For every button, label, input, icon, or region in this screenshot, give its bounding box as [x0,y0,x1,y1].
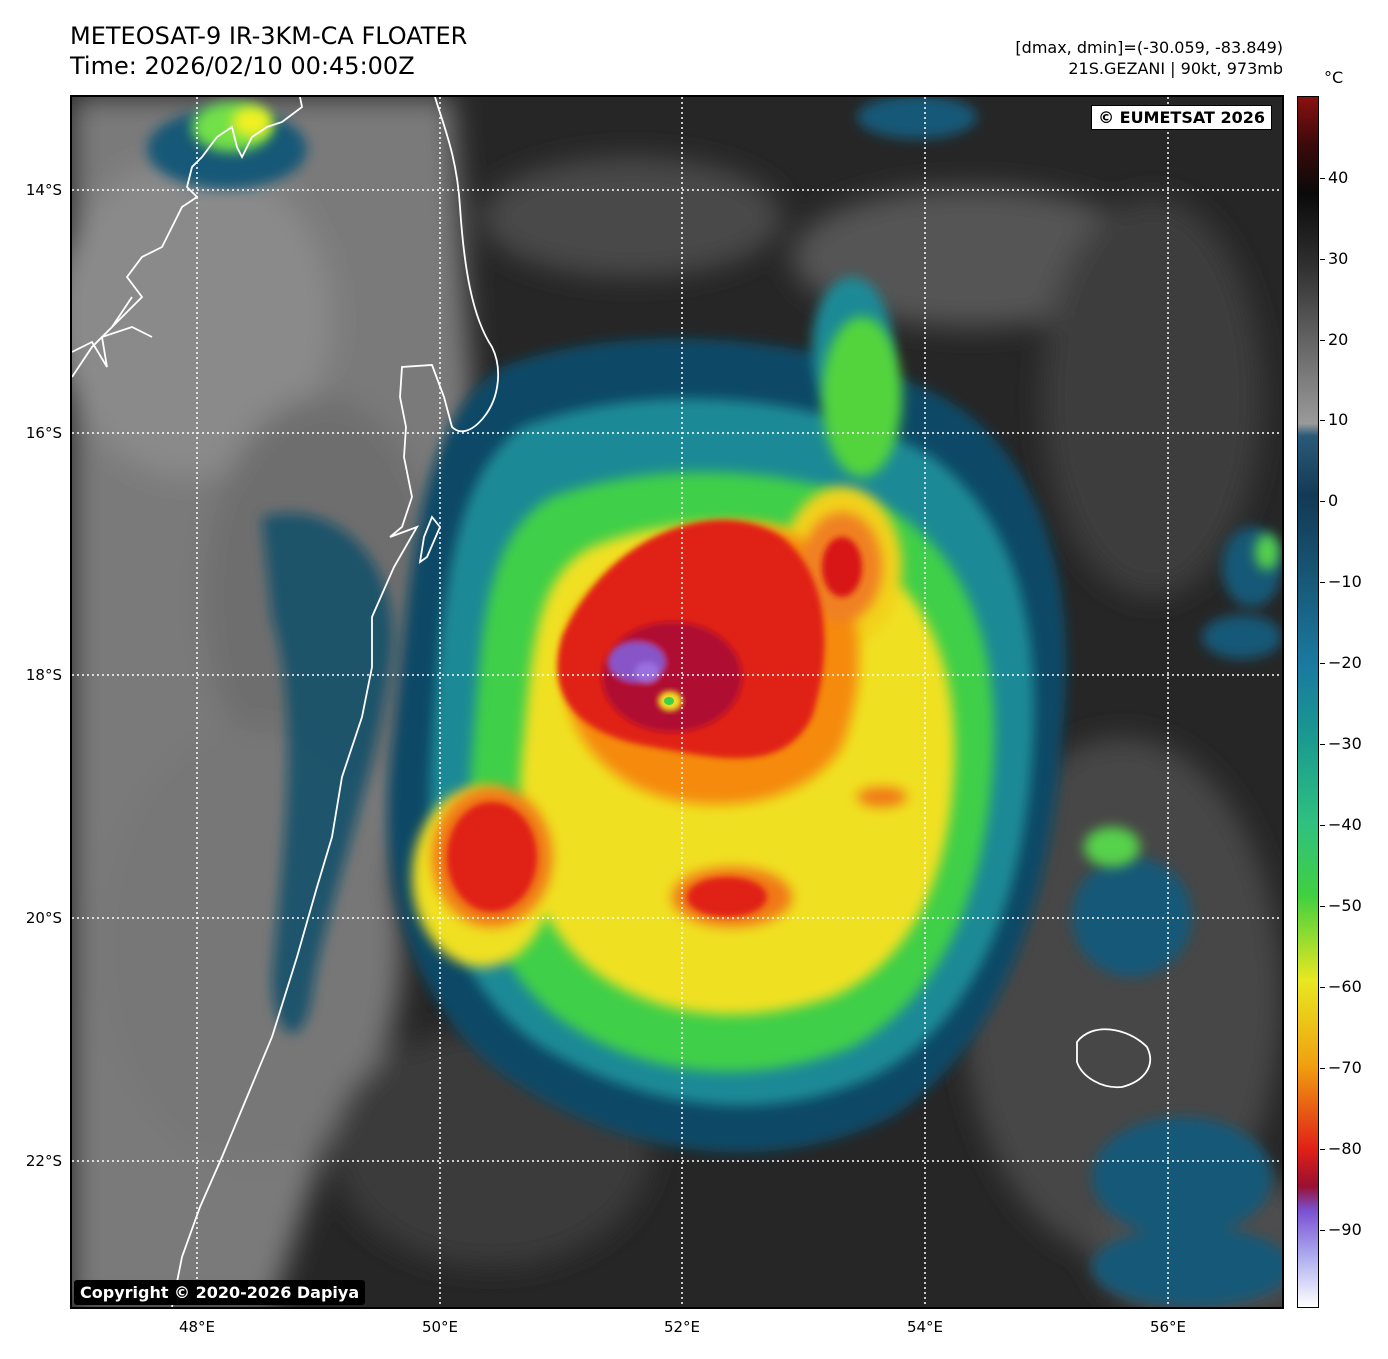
lon-label-52e: 52°E [663,1318,701,1336]
colorbar-label-minus80: −80 [1328,1139,1362,1158]
eyewall [602,622,742,732]
lon-label-48e: 48°E [178,1318,216,1336]
lon-label-56e: 56°E [1149,1318,1187,1336]
colorbar-label-10: 10 [1328,410,1349,429]
colorbar-label-minus90: −90 [1328,1220,1362,1239]
storm-eye [658,691,682,711]
lat-label-14s: 14°S [25,181,62,199]
copyright-badge: Copyright © 2020-2026 Dapiya [74,1280,366,1305]
colorbar-label-minus10: −10 [1328,572,1362,591]
colorbar-label-minus60: −60 [1328,977,1362,996]
colorbar-label-20: 20 [1328,330,1349,349]
colorbar-label-minus70: −70 [1328,1058,1362,1077]
lat-lon-grid [72,97,1282,1307]
colorbar-unit: °C [1324,68,1344,87]
storm-info: 21S.GEZANI | 90kt, 973mb [1068,59,1283,78]
grey-cloud-field [72,97,1282,1307]
colorbar-label-minus40: −40 [1328,815,1362,834]
eumetsat-badge: © EUMETSAT 2026 [1091,105,1272,130]
colorbar-label-0: 0 [1328,491,1339,510]
lat-label-22s: 22°S [25,1152,62,1170]
colorbar-label-minus20: −20 [1328,653,1362,672]
colorbar-label-30: 30 [1328,249,1349,268]
temperature-range: [dmax, dmin]=(-30.059, -83.849) [1015,38,1283,57]
lat-label-16s: 16°S [25,424,62,442]
lon-label-54e: 54°E [906,1318,944,1336]
colorbar-label-40: 40 [1328,168,1349,187]
product-title: METEOSAT-9 IR-3KM-CA FLOATER [70,22,468,50]
satellite-map: © EUMETSAT 2026 Copyright © 2020-2026 Da… [70,95,1284,1309]
lat-label-18s: 18°S [25,666,62,684]
ir-imagery [72,97,1282,1307]
lon-label-50e: 50°E [421,1318,459,1336]
colorbar [1297,96,1319,1308]
lat-label-20s: 20°S [25,909,62,927]
timestamp: Time: 2026/02/10 00:45:00Z [70,52,415,80]
colorbar-label-minus30: −30 [1328,734,1362,753]
colorbar-label-minus50: −50 [1328,896,1362,915]
coastlines [72,97,1152,1307]
